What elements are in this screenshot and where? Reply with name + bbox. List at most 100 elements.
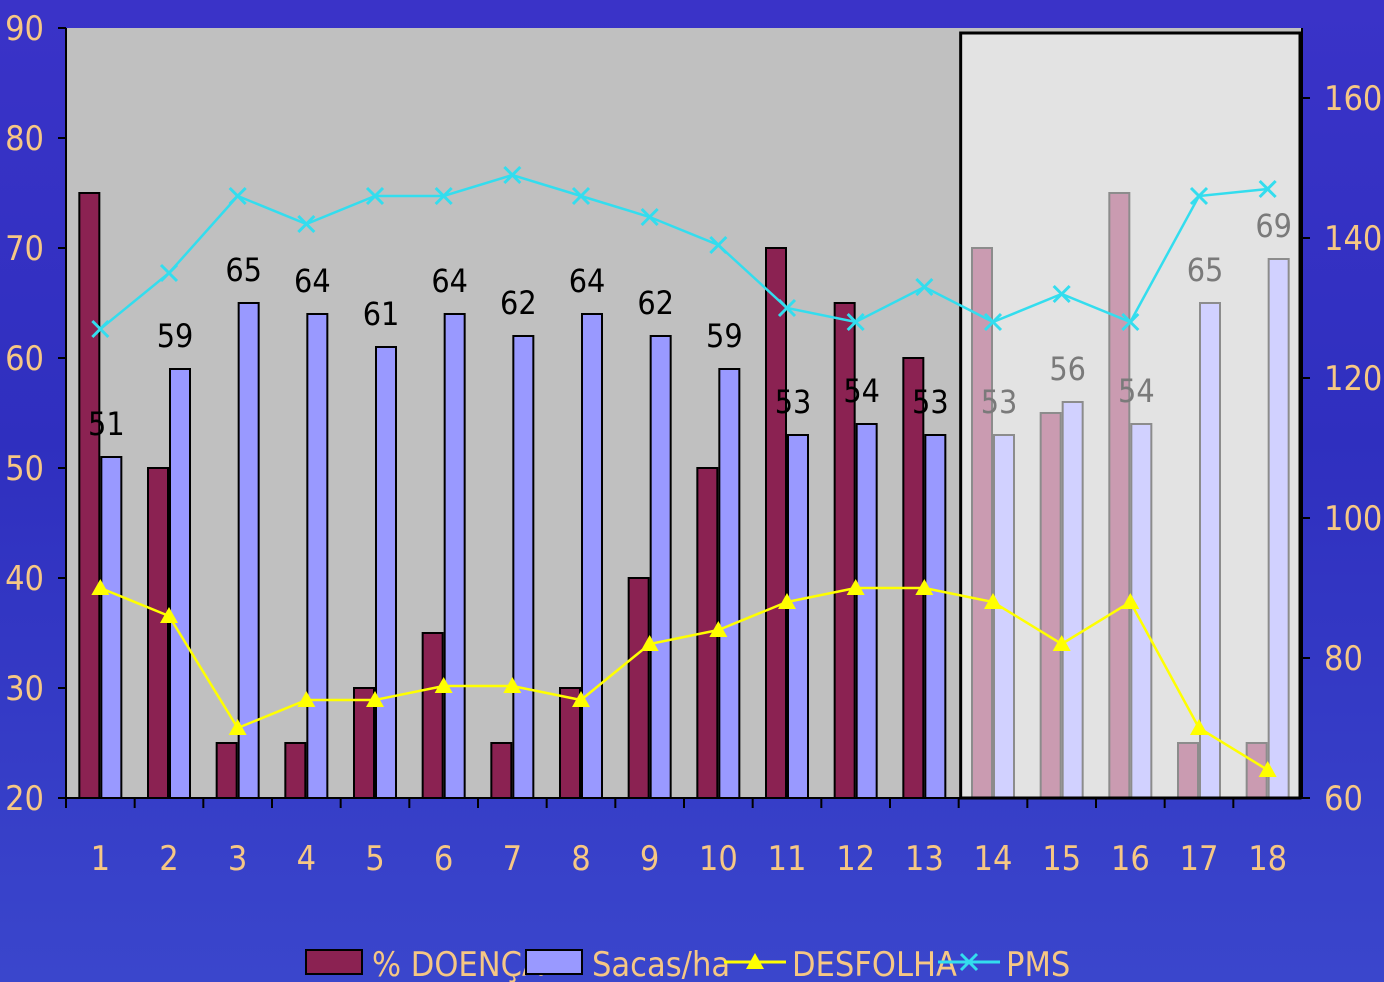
data-label-2: 59 (157, 317, 194, 355)
bar-doenca-4 (284, 742, 307, 799)
x-tick-label-7: 7 (503, 839, 522, 879)
point-pms-3 (228, 186, 247, 206)
legend-marker-desfolha (746, 953, 764, 969)
x-tick-label-1: 1 (91, 839, 110, 879)
legend-label-doenca: % DOENÇA (372, 945, 543, 982)
data-label-10: 59 (706, 317, 743, 355)
data-label-13: 53 (912, 383, 949, 421)
highlight-region (959, 31, 1302, 800)
x-tick-label-11: 11 (768, 839, 807, 879)
y-tick-label-80: 80 (5, 119, 44, 159)
data-label-17: 65 (1187, 251, 1224, 289)
x-tick-label-14: 14 (974, 839, 1013, 879)
point-pms-17 (1189, 186, 1209, 206)
x-tick-label-9: 9 (640, 839, 659, 879)
point-pms-4 (297, 214, 316, 234)
y-tick-label-90: 90 (5, 9, 44, 49)
bar-doenca-11 (765, 247, 787, 799)
x-tick-label-8: 8 (571, 839, 590, 879)
point-desfolha-5 (366, 691, 384, 707)
y2-tick-label-120: 120 (1324, 359, 1382, 399)
point-desfolha-11 (778, 593, 796, 609)
bar-doenca-9 (627, 577, 650, 799)
bar-doenca-1 (78, 192, 101, 799)
point-pms-14 (983, 312, 1003, 332)
point-pms-12 (846, 312, 865, 332)
bar-sacas-4 (306, 313, 329, 799)
bar-sacas-10 (718, 368, 741, 799)
x-tick-label-2: 2 (159, 839, 178, 879)
y-tick-label-70: 70 (5, 229, 44, 269)
point-desfolha-16 (1121, 593, 1140, 609)
legend-label-desfolha: DESFOLHA (792, 945, 957, 982)
legend-swatch-sacas (525, 949, 583, 975)
point-pms-7 (503, 165, 522, 185)
bar-doenca-3 (215, 742, 238, 799)
point-desfolha-13 (915, 579, 934, 595)
point-pms-10 (709, 235, 728, 255)
legend-swatch-doenca (305, 949, 363, 975)
data-label-8: 64 (569, 262, 606, 300)
point-desfolha-7 (503, 677, 522, 693)
x-tick-label-4: 4 (297, 839, 316, 879)
y-tick-label-30: 30 (5, 669, 44, 709)
point-desfolha-1 (91, 579, 110, 595)
point-desfolha-2 (160, 607, 178, 623)
point-desfolha-8 (572, 691, 590, 707)
point-desfolha-14 (984, 593, 1002, 609)
bar-sacas-8 (581, 313, 603, 799)
data-label-12: 54 (843, 372, 880, 410)
bar-sacas-2 (169, 368, 191, 799)
bar-doenca-6 (421, 632, 444, 799)
legend-marker-pms (959, 952, 979, 972)
x-tick-label-12: 12 (836, 839, 875, 879)
legend-label-sacas: Sacas/ha (592, 945, 730, 982)
data-label-9: 62 (637, 284, 674, 322)
data-label-14: 53 (981, 383, 1018, 421)
line-desfolha (99, 586, 1269, 772)
x-tick-label-5: 5 (365, 839, 384, 879)
bar-sacas-9 (649, 335, 672, 799)
x-tick-label-3: 3 (228, 839, 247, 879)
highlight-box (959, 31, 1302, 800)
point-desfolha-10 (709, 621, 728, 637)
data-label-16: 54 (1118, 372, 1155, 410)
point-desfolha-17 (1190, 719, 1208, 735)
y-tick-label-60: 60 (5, 339, 44, 379)
data-label-7: 62 (500, 284, 537, 322)
y2-tick-label-140: 140 (1324, 219, 1382, 259)
point-desfolha-3 (228, 719, 247, 735)
bar-sacas-1 (100, 456, 123, 799)
lines-layer (91, 165, 1277, 777)
point-desfolha-18 (1258, 761, 1277, 777)
bar-sacas-11 (787, 434, 809, 799)
data-label-15: 56 (1049, 350, 1086, 388)
bar-doenca-7 (490, 742, 513, 799)
point-pms-1 (91, 319, 110, 339)
x-tick-label-15: 15 (1042, 839, 1081, 879)
bar-sacas-12 (855, 423, 878, 799)
y2-tick-label-100: 100 (1324, 499, 1382, 539)
y-tick-label-20: 20 (5, 779, 44, 819)
data-label-18: 69 (1255, 207, 1292, 245)
bar-sacas-6 (443, 313, 466, 799)
x-tick-label-18: 18 (1248, 839, 1287, 879)
legend-label-pms: PMS (1006, 945, 1070, 982)
bar-sacas-7 (512, 335, 535, 799)
x-tick-label-10: 10 (699, 839, 738, 879)
line-pms (99, 173, 1268, 330)
data-label-1: 51 (88, 405, 125, 443)
bar-sacas-5 (375, 346, 397, 799)
point-pms-11 (777, 298, 797, 318)
bar-doenca-2 (147, 467, 169, 799)
point-pms-9 (640, 207, 659, 227)
y2-tick-label-160: 160 (1324, 79, 1382, 119)
point-pms-6 (434, 186, 453, 206)
x-tick-label-16: 16 (1111, 839, 1150, 879)
data-label-3: 65 (225, 251, 262, 289)
point-pms-2 (159, 263, 179, 283)
point-pms-18 (1258, 179, 1277, 199)
data-label-5: 61 (363, 295, 400, 333)
